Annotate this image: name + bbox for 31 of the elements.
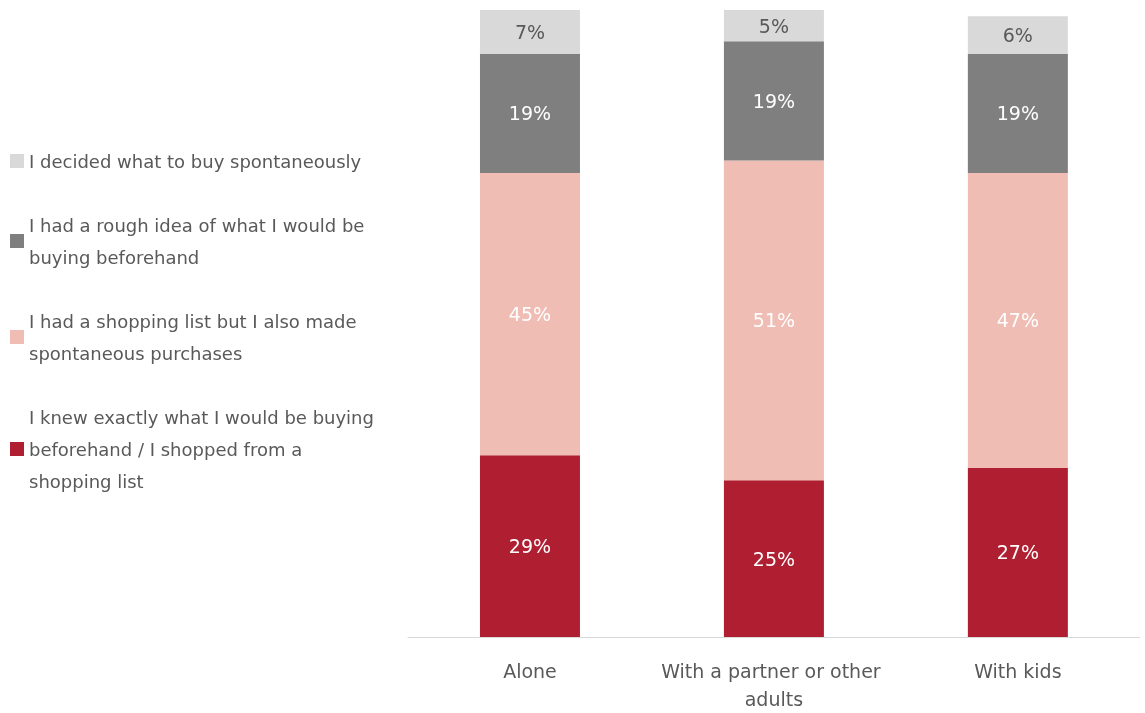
bar: [967, 467, 1068, 637]
bar: [723, 480, 824, 637]
data-label: 5%: [758, 14, 789, 37]
legend-label: I decided what to buy spontaneously: [29, 150, 362, 172]
data-label: 19%: [508, 102, 552, 125]
bar: [479, 53, 580, 174]
data-label: 19%: [752, 89, 796, 112]
x-tick-label: With kids: [974, 660, 1062, 682]
data-label: 29%: [508, 535, 552, 558]
data-label: 27%: [996, 541, 1039, 564]
bar: [479, 173, 580, 456]
bar: [479, 455, 580, 637]
bar: [723, 41, 824, 161]
bar: [723, 10, 824, 42]
data-label: 7%: [514, 20, 546, 43]
legend-label: I knew exactly what I would be buying beforehand / I shopped from a shopping list: [29, 406, 374, 492]
data-label: 45%: [508, 303, 552, 326]
bar: [967, 173, 1068, 468]
bar: [723, 160, 824, 481]
data-label: 19%: [996, 102, 1039, 125]
legend-label: I had a shopping list but I also made spontaneous purchases: [29, 310, 357, 364]
bar: [967, 16, 1068, 54]
data-label: 25%: [752, 547, 796, 570]
x-tick-label: Alone: [503, 660, 557, 682]
bar: [967, 53, 1068, 174]
bar: [479, 10, 580, 54]
data-label: 6%: [1002, 24, 1033, 47]
data-label: 51%: [752, 309, 796, 332]
legend-label: I had a rough idea of what I would be buying beforehand: [29, 214, 365, 268]
data-label: 47%: [996, 309, 1039, 332]
x-tick-label: With a partner or other adults: [661, 660, 887, 710]
